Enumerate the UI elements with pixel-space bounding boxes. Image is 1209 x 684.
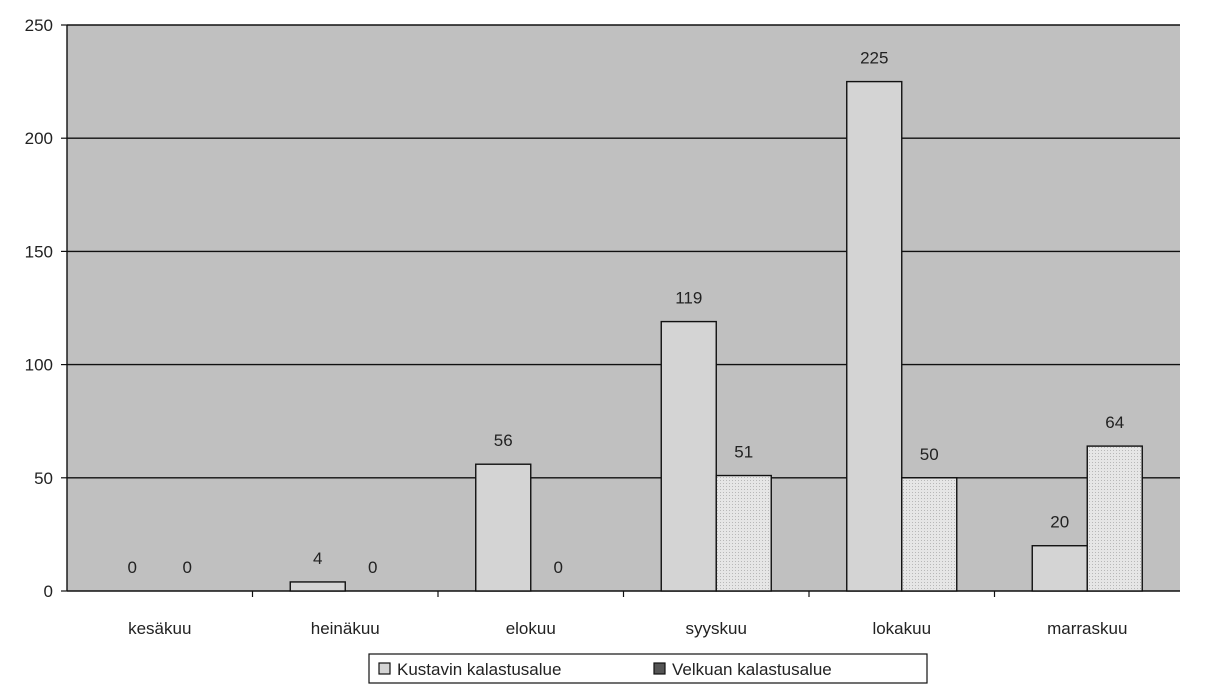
data-label: 56 [494,431,513,450]
bar-velkuan [901,477,958,592]
bar-kustavin [846,80,903,592]
y-tick-label: 150 [25,242,53,261]
data-label: 0 [128,558,137,577]
data-label: 0 [183,558,192,577]
data-label: 64 [1105,413,1124,432]
data-label: 4 [313,549,322,568]
x-category-label: syyskuu [686,619,747,638]
y-tick-label: 250 [25,16,53,35]
y-tick-label: 100 [25,356,53,375]
y-tick-label: 50 [34,469,53,488]
bar-kustavin [1031,545,1088,592]
x-category-label: lokakuu [872,619,931,638]
data-label: 0 [368,558,377,577]
y-tick-label: 0 [44,582,53,601]
x-category-label: marraskuu [1047,619,1127,638]
legend-swatch [378,662,391,675]
legend-label: Kustavin kalastusalue [397,660,561,679]
plot-area [67,25,1180,591]
bar-kustavin [475,463,532,592]
x-category-label: kesäkuu [128,619,191,638]
bar-velkuan [715,474,772,592]
legend [368,653,928,684]
y-tick-label: 200 [25,129,53,148]
data-label: 119 [675,289,702,308]
data-label: 20 [1050,513,1069,532]
bar-kustavin [289,581,346,592]
data-label: 0 [554,558,563,577]
bar-kustavin [660,320,717,592]
x-category-label: heinäkuu [311,619,380,638]
x-category-label: elokuu [506,619,556,638]
data-label: 225 [860,49,888,68]
legend-swatch [653,662,666,675]
data-label: 50 [920,445,939,464]
data-label: 51 [734,443,753,462]
bar-velkuan [1086,445,1143,592]
legend-label: Velkuan kalastusalue [672,660,832,679]
